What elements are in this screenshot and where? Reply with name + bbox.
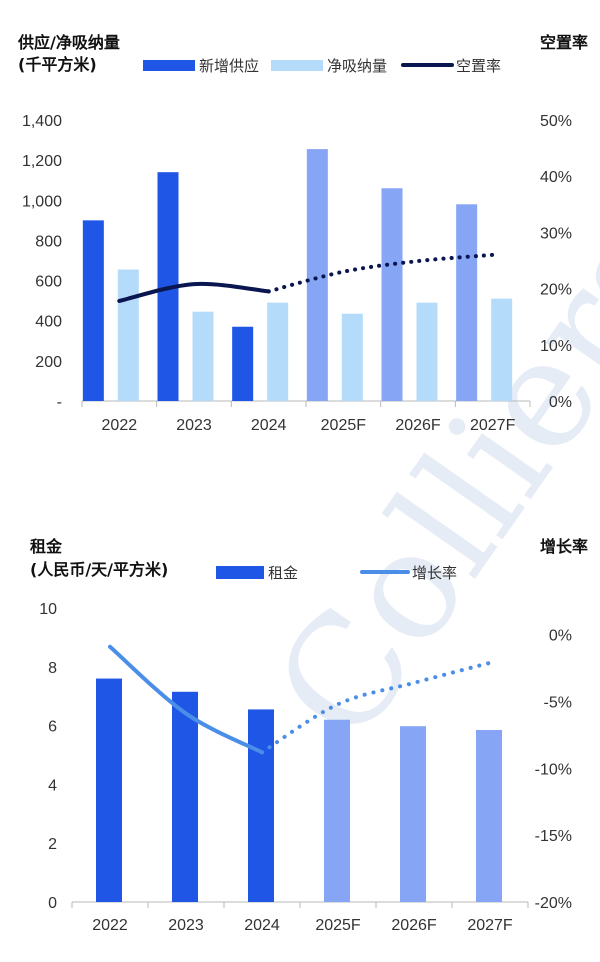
chart1-left-tick-label: 1,000 [22, 193, 62, 210]
chart2-right-tick-label: -20% [535, 895, 572, 912]
chart1-right-tick-label: 30% [540, 225, 572, 242]
chart1-bar-secondary [117, 269, 139, 401]
chart2-left-tick-label: 8 [48, 660, 57, 677]
chart2-right-tick-label: -15% [535, 828, 572, 845]
chart2-bar-primary [172, 691, 198, 902]
chart1-left-unit: (千平方米) [18, 55, 97, 74]
rent-chart: 租金 (人民币/天/平方米) 增长率 租金 增长率 0 2 4 6 8 10 0% -5% -1… [30, 537, 588, 934]
chart1-line-forecast [266, 252, 495, 294]
chart1-right-tick-label: 50% [540, 113, 572, 130]
chart1-left-tick-label: 800 [35, 233, 62, 250]
chart1-bar-secondary [267, 302, 289, 401]
chart2-line-actual [108, 644, 264, 755]
chart1-bar-primary [456, 204, 478, 401]
legend-rent-swatch [216, 566, 264, 579]
legend-growth-label: 增长率 [412, 564, 457, 582]
chart2-category-label: 2025F [315, 917, 361, 934]
chart1-bars [82, 149, 513, 401]
chart1-bar-primary [381, 188, 403, 401]
chart2-category-label: 2022 [92, 917, 128, 934]
chart1-bar-secondary [491, 298, 513, 401]
chart1-category-label: 2024 [251, 417, 287, 434]
chart2-category-label: 2024 [244, 917, 280, 934]
chart2-left-unit: (人民币/天/平方米) [30, 560, 168, 579]
chart1-category-label: 2022 [102, 417, 138, 434]
chart2-bar-primary [324, 719, 350, 902]
chart1-left-tick-label: 1,200 [22, 153, 62, 170]
chart2-left-tick-label: 0 [48, 895, 57, 912]
chart1-right-tick-label: 40% [540, 169, 572, 186]
chart1-left-tick-label: 200 [35, 354, 62, 371]
chart1-left-title: 供应/净吸纳量 [17, 33, 120, 52]
chart2-left-tick-label: 6 [48, 719, 57, 736]
chart1-bar-secondary [341, 313, 363, 401]
chart2-right-tick-label: -10% [535, 761, 572, 778]
chart2-left-title: 租金 [30, 537, 63, 556]
chart1-bar-secondary [416, 302, 438, 401]
legend-supply-label: 新增供应 [199, 57, 259, 75]
chart1-left-tick-label: 400 [35, 314, 62, 331]
legend-rent-label: 租金 [268, 564, 298, 582]
supply-absorption-chart: 供应/净吸纳量 (千平方米) 空置率 新增供应 净吸纳量 空置率 - 200 400… [17, 33, 588, 434]
legend-absorption-swatch [271, 60, 323, 71]
chart2-bar-primary [96, 678, 122, 902]
chart1-bar-primary [232, 326, 254, 401]
chart1-right-tick-label: 10% [540, 338, 572, 355]
chart1-left-tick-label: 1,400 [22, 113, 62, 130]
chart1-category-label: 2023 [176, 417, 212, 434]
chart2-bar-primary [400, 726, 426, 902]
chart2-axes: 0 2 4 6 8 10 0% -5% -10% -15% -20% 2022 2023 2024 2025… [39, 601, 572, 934]
chart2-left-tick-label: 10 [39, 601, 57, 618]
chart1-line-actual [117, 281, 271, 303]
chart1-left-tick-label: 600 [35, 274, 62, 291]
chart1-right-tick-label: 0% [549, 394, 572, 411]
chart1-bar-primary [82, 220, 104, 401]
chart2-bars [96, 678, 502, 902]
chart1-right-title: 空置率 [540, 33, 588, 52]
chart2-right-tick-label: 0% [549, 628, 572, 645]
chart2-right-tick-label: -5% [544, 695, 572, 712]
chart2-left-tick-label: 4 [48, 777, 57, 794]
chart2-category-label: 2023 [168, 917, 204, 934]
chart1-left-tick-label: - [57, 394, 62, 411]
chart1-category-label: 2026F [395, 417, 441, 434]
chart1-bar-primary [306, 149, 328, 401]
chart2-left-tick-label: 2 [48, 836, 57, 853]
chart1-right-tick-label: 20% [540, 282, 572, 299]
chart1-category-label: 2027F [470, 417, 516, 434]
chart2-right-title: 增长率 [540, 537, 588, 556]
chart2-bar-primary [248, 709, 274, 902]
chart2-growth-line [108, 644, 492, 755]
legend-supply-swatch [143, 60, 195, 71]
legend-vacancy-label: 空置率 [456, 57, 501, 75]
chart2-bar-primary [476, 730, 502, 902]
chart1-vacancy-line [117, 252, 495, 303]
chart2-category-label: 2026F [391, 917, 437, 934]
chart1-axes: - 200 400 600 800 1,000 1,200 1,400 0% 10% 20% 30% 4… [22, 113, 572, 434]
legend-absorption-label: 净吸纳量 [327, 57, 387, 75]
chart1-category-label: 2025F [321, 417, 367, 434]
chart2-category-label: 2027F [467, 917, 513, 934]
watermark: Colliers [242, 191, 600, 771]
chart2-line-forecast [260, 660, 492, 755]
chart1-bar-secondary [192, 311, 214, 401]
